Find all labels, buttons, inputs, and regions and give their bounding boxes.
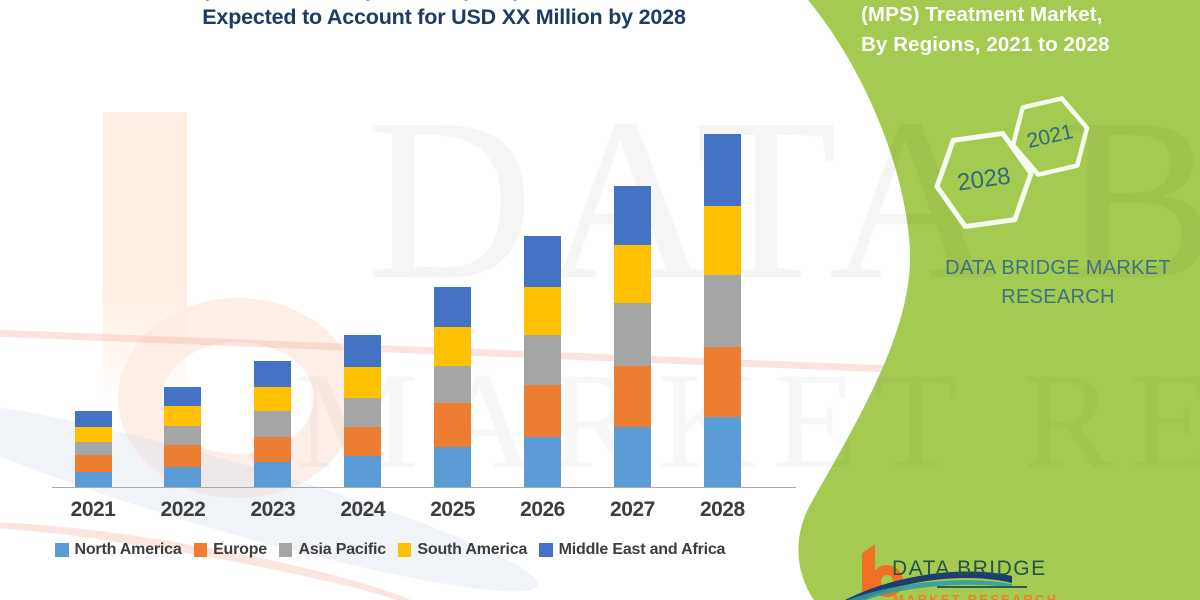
hexagon-badge-2028: 2028 bbox=[928, 127, 1040, 232]
bar-segment-europe bbox=[74, 455, 112, 472]
bar-segment-north-america bbox=[74, 471, 112, 488]
stacked-bar-2022 bbox=[164, 386, 202, 488]
panel-heading-line2: (MPS) Treatment Market, bbox=[861, 3, 1103, 26]
bar-segment-europe bbox=[434, 402, 472, 447]
legend-item-europe: Europe bbox=[193, 541, 267, 559]
footer-brand-name: DATA BRIDGE bbox=[892, 557, 1047, 580]
hexagon-year-label: 2028 bbox=[955, 162, 1013, 197]
legend-item-south-america: South America bbox=[397, 541, 528, 559]
legend-item-asia-pacific: Asia Pacific bbox=[278, 541, 386, 559]
chart-legend: North America Europe Asia Pacific South Ame… bbox=[55, 541, 725, 559]
bar-segment-middle-east-and-africa bbox=[613, 185, 651, 246]
legend-swatch-icon bbox=[193, 543, 208, 557]
bar-segment-middle-east-and-africa bbox=[254, 360, 292, 387]
legend-item-north-america: North America bbox=[55, 541, 182, 559]
stacked-bar-2023 bbox=[254, 360, 292, 488]
x-axis-label-2028: 2028 bbox=[699, 498, 745, 521]
stacked-bar-2028 bbox=[703, 134, 741, 488]
bar-segment-south-america bbox=[613, 245, 651, 304]
bar-segment-north-america bbox=[434, 446, 472, 488]
x-axis-label-2025: 2025 bbox=[430, 498, 475, 521]
bar-segment-asia-pacific bbox=[254, 411, 292, 437]
bar-segment-europe bbox=[254, 436, 292, 462]
bar-segment-south-america bbox=[524, 286, 561, 336]
bar-segment-europe bbox=[344, 426, 382, 456]
bar-segment-middle-east-and-africa bbox=[524, 236, 561, 287]
bar-segment-asia-pacific bbox=[434, 365, 472, 403]
bar-segment-asia-pacific bbox=[613, 303, 651, 366]
panel-brand-line2: RESEARCH bbox=[1001, 286, 1115, 308]
bar-segment-north-america bbox=[613, 426, 651, 488]
bar-segment-middle-east-and-africa bbox=[703, 134, 741, 207]
legend-swatch-icon bbox=[278, 543, 293, 557]
panel-brand-text: DATA BRIDGE MARKET RESEARCH bbox=[938, 254, 1178, 312]
panel-heading-line3: By Regions, 2021 to 2028 bbox=[861, 33, 1110, 56]
footer-brand-subtitle-clipped: MARKET RESEARCH bbox=[893, 592, 1059, 600]
stacked-bar-2025 bbox=[434, 287, 472, 488]
hexagon-outline-icon bbox=[934, 130, 1034, 230]
bar-segment-north-america bbox=[344, 456, 382, 488]
bar-segment-middle-east-and-africa bbox=[344, 335, 382, 367]
x-axis-label-2022: 2022 bbox=[160, 498, 206, 521]
x-axis-label-2027: 2027 bbox=[610, 498, 655, 521]
legend-swatch-icon bbox=[397, 543, 412, 557]
x-axis-line bbox=[52, 486, 796, 488]
bar-segment-south-america bbox=[164, 406, 202, 427]
bar-segment-europe bbox=[703, 346, 741, 418]
bar-segment-north-america bbox=[254, 461, 292, 488]
bar-segment-asia-pacific bbox=[164, 426, 202, 446]
stacked-bar-2024 bbox=[344, 335, 382, 488]
stacked-bar-2026 bbox=[524, 236, 561, 488]
bar-segment-europe bbox=[613, 365, 651, 427]
bar-segment-asia-pacific bbox=[524, 335, 561, 386]
legend-label: North America bbox=[74, 541, 182, 558]
x-axis-label-2021: 2021 bbox=[70, 498, 116, 521]
footer-brand-underline bbox=[937, 586, 1027, 588]
legend-swatch-icon bbox=[55, 543, 69, 557]
stacked-bar-2021 bbox=[74, 410, 112, 488]
legend-item-middle-east-and-africa: Middle East and Africa bbox=[539, 541, 725, 559]
bar-segment-north-america bbox=[164, 466, 202, 488]
x-axis-label-2023: 2023 bbox=[250, 498, 296, 521]
bar-segment-asia-pacific bbox=[703, 275, 741, 347]
bar-segment-north-america bbox=[703, 417, 741, 488]
bar-segment-middle-east-and-africa bbox=[164, 386, 202, 407]
legend-label: South America bbox=[417, 541, 528, 558]
legend-label: Europe bbox=[213, 541, 267, 558]
legend-swatch-icon bbox=[539, 543, 553, 557]
bar-segment-asia-pacific bbox=[344, 397, 382, 427]
bar-segment-north-america bbox=[524, 436, 561, 488]
bar-segment-south-america bbox=[434, 326, 472, 366]
chart-title-line1-clipped: Myofascial Pain Syndrome (MPS) Treatment… bbox=[88, 0, 800, 2]
bar-segment-middle-east-and-africa bbox=[434, 287, 472, 327]
bar-segment-south-america bbox=[74, 426, 112, 442]
bar-segment-south-america bbox=[703, 206, 741, 276]
bar-segment-europe bbox=[524, 385, 561, 437]
legend-label: Asia Pacific bbox=[298, 541, 386, 558]
footer-logo: DATA BRIDGE MARKET RESEARCH bbox=[840, 540, 1170, 600]
bar-segment-asia-pacific bbox=[74, 441, 112, 456]
bar-segment-europe bbox=[164, 445, 202, 467]
bar-segment-south-america bbox=[254, 386, 292, 412]
bar-segment-south-america bbox=[344, 366, 382, 398]
logo-swoosh-icon bbox=[845, 571, 1012, 600]
bar-segment-middle-east-and-africa bbox=[74, 410, 112, 427]
chart-title-line2: Expected to Account for USD XX Million b… bbox=[202, 5, 686, 29]
stacked-bar-2027 bbox=[613, 185, 651, 488]
x-axis-label-2024: 2024 bbox=[340, 498, 386, 521]
x-axis-label-2026: 2026 bbox=[520, 498, 565, 521]
panel-brand-line1: DATA BRIDGE MARKET bbox=[945, 257, 1171, 279]
legend-label: Middle East and Africa bbox=[558, 541, 726, 558]
